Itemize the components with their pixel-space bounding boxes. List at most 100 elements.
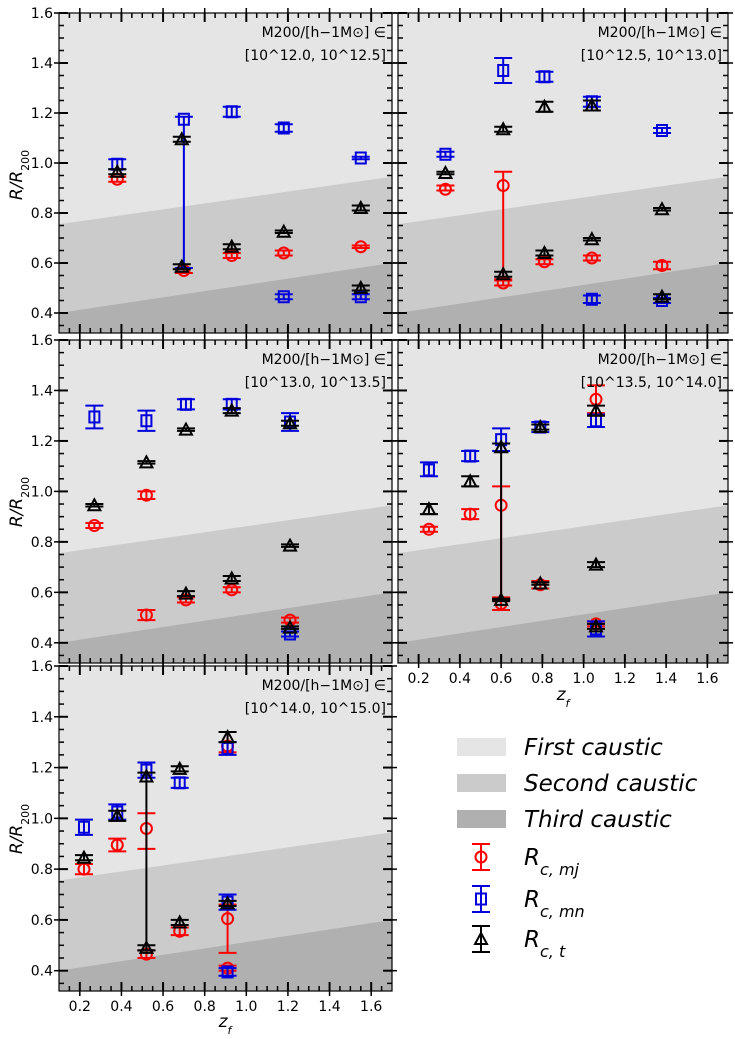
x-tick-label: 0.6 [152,999,174,1015]
legend-circle-marker [474,850,488,864]
series-t [85,402,300,634]
panel-frame [58,339,393,664]
circle-marker [87,518,101,532]
data-series [85,397,300,641]
data-point-mj [436,182,455,196]
x-tick-label: 0.2 [69,999,91,1015]
data-point-t [653,288,671,303]
third-caustic-band [398,263,728,333]
square-marker [538,70,551,84]
data-point-mj [582,251,601,265]
y-axis-label: R/R200 [7,804,32,854]
data-point-mn [85,404,104,430]
triangle-marker [219,895,236,910]
third-caustic-band [59,592,392,663]
panel-5: 0.4 0.6 0.8 1.0 1.2 1.4 1.6 0.2 0.4 0.6 0.8 1.0 1.2 1… [31,659,397,1015]
axis-ticks [393,8,733,338]
data-point-t [351,279,370,294]
square-marker [439,147,452,161]
data-point-t [218,895,237,910]
data-point-mj [137,608,156,622]
data-point-mj [461,507,480,521]
panel-frame [58,12,393,334]
mass-bin-line1: M200/[h−1M⊙] ∈ [598,25,722,41]
data-point-t [582,231,601,246]
legend-third-caustic-label: Third caustic [524,807,672,833]
panel-1: 0.4 0.6 0.8 1.0 1.2 1.4 1.6 M200/[h−1M⊙] ∈ [10^1… [31,6,397,338]
mass-bin-line2: [10^13.0, 10^13.5] [245,375,386,391]
data-point-t [172,131,191,146]
triangle-marker [588,618,604,633]
data-point-t [587,618,605,633]
triangle-marker [584,231,600,246]
square-marker [497,64,510,77]
data-point-t [137,939,156,954]
x-tick-label: 1.2 [277,999,299,1015]
legend: First caustic Second caustic Third caustic… [457,735,698,961]
mass-bin-line2: [10^13.5, 10^14.0] [581,375,722,391]
series-t [108,131,370,294]
circle-marker [463,507,477,521]
data-point-mn [137,409,156,432]
legend-second-caustic-label: Second caustic [524,771,698,797]
data-point-mj [274,246,293,260]
square-marker [277,290,290,304]
mass-bin-line1: M200/[h−1M⊙] ∈ [598,352,722,368]
triangle-marker [138,454,155,469]
legend-first-caustic-swatch [457,738,506,756]
axis-ticks: 0.2 0.4 0.6 0.8 1.0 1.2 1.4 1.6 [393,335,733,687]
x-axis-label-main: z [218,1012,229,1032]
triangle-marker [282,537,298,552]
triangle-marker [462,473,478,488]
triangle-marker [174,258,190,273]
data-series [108,105,370,304]
y-tick-label: 0.6 [31,256,53,272]
y-tick-label: 1.2 [31,106,53,122]
data-point-t [137,454,156,469]
panel-4: 0.2 0.4 0.6 0.8 1.0 1.2 1.4 1.6 M200/[h−1M⊙] ∈ [1… [393,335,733,687]
data-point-t [531,418,550,434]
triangle-marker [654,201,670,216]
triangle-marker [178,421,194,436]
data-point-t [653,201,671,216]
data-point-t [531,575,550,590]
data-point-mn [351,151,370,165]
square-marker [140,414,153,428]
square-marker [88,410,101,424]
series-mj [436,170,671,290]
y-tick-label: 0.4 [31,306,53,322]
data-point-t [461,473,480,488]
y-tick-label: 0.8 [31,862,53,878]
triangle-marker [76,849,92,864]
legend-second-caustic-swatch [457,774,506,792]
data-point-mn [419,461,438,478]
data-series [74,729,237,979]
circle-marker [139,608,153,622]
mass-bin-line1: M200/[h−1M⊙] ∈ [262,352,386,368]
triangle-marker [654,288,670,303]
data-point-mj [137,488,156,502]
triangle-marker [532,575,548,590]
x-axis-label-sub: f [228,1024,234,1037]
series-t [436,97,671,303]
triangle-marker [138,768,155,783]
triangle-marker [224,402,240,417]
y-tick-label: 1.6 [31,6,53,22]
triangle-marker [86,497,103,512]
x-tick-label: 1.4 [318,999,340,1015]
data-point-t [492,439,511,601]
legend-third-caustic-swatch [457,810,506,828]
triangle-marker [536,244,553,259]
data-point-mn [176,397,195,411]
x-axis-label: zf [218,1012,234,1037]
legend-rc-t: Rc, t [472,925,566,961]
circle-marker [221,912,235,926]
legend-first-caustic: First caustic [457,735,663,761]
data-point-t [170,760,189,775]
y-tick-label: 0.6 [31,913,53,929]
data-point-mn [222,105,241,119]
circle-marker [655,259,669,272]
data-point-t [176,585,195,600]
square-marker [464,449,477,463]
y-axis-label: R/R200 [7,477,32,527]
